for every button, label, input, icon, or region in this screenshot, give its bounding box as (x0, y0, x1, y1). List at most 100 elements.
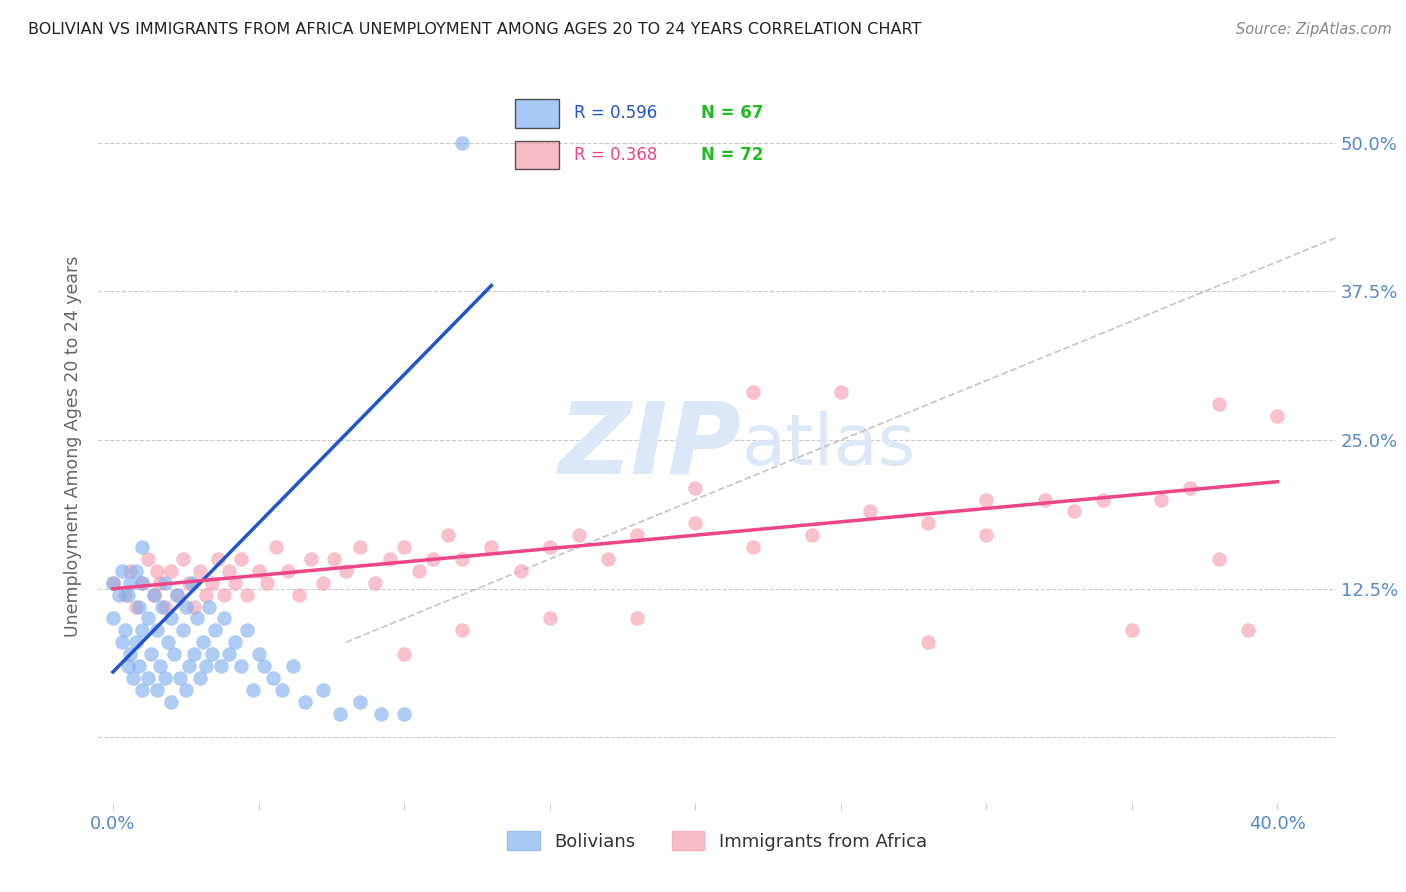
Point (538, 540, 561, 554)
Point (177, 575, 200, 590)
Point (101, 575, 124, 590)
Point (128, 599, 150, 614)
Point (859, 504, 882, 518)
Point (451, 624, 474, 638)
Point (131, 624, 153, 638)
Point (311, 575, 333, 590)
Point (335, 564, 357, 578)
Point (131, 575, 153, 590)
Point (177, 659, 200, 673)
Point (155, 671, 177, 685)
Point (188, 671, 211, 685)
Point (422, 552, 444, 566)
Point (152, 599, 174, 614)
Point (122, 671, 145, 685)
Point (917, 516, 939, 531)
Point (392, 706, 415, 721)
Point (117, 588, 139, 602)
Point (1267, 409, 1289, 424)
Point (145, 682, 167, 697)
Point (120, 575, 142, 590)
Point (125, 635, 148, 649)
Point (370, 706, 392, 721)
Point (247, 564, 270, 578)
Point (101, 611, 124, 625)
Point (299, 552, 322, 566)
Point (742, 540, 765, 554)
Point (125, 599, 148, 614)
Point (128, 659, 150, 673)
Point (148, 575, 170, 590)
FancyBboxPatch shape (516, 141, 558, 169)
Point (349, 695, 371, 709)
Point (183, 647, 205, 661)
Point (683, 481, 706, 495)
Point (204, 624, 226, 638)
Point (142, 588, 165, 602)
Point (596, 552, 619, 566)
Point (188, 564, 211, 578)
Point (976, 492, 998, 507)
Text: atlas: atlas (742, 411, 917, 481)
Text: ZIP: ZIP (558, 398, 742, 494)
Point (1178, 481, 1201, 495)
Point (378, 552, 401, 566)
Point (1208, 397, 1230, 411)
Text: N = 72: N = 72 (702, 146, 763, 164)
Y-axis label: Unemployment Among Ages 20 to 24 years: Unemployment Among Ages 20 to 24 years (65, 255, 83, 637)
Point (253, 659, 276, 673)
Point (917, 635, 939, 649)
Point (436, 528, 458, 542)
Point (114, 624, 136, 638)
Point (136, 552, 159, 566)
Point (294, 695, 316, 709)
Point (198, 599, 221, 614)
Point (288, 588, 311, 602)
Point (236, 588, 259, 602)
Point (626, 528, 648, 542)
Point (1208, 552, 1230, 566)
Point (242, 682, 264, 697)
Point (392, 647, 415, 661)
Point (160, 695, 183, 709)
Point (114, 588, 136, 602)
Point (201, 647, 224, 661)
Point (207, 552, 229, 566)
Point (283, 659, 305, 673)
Point (169, 671, 191, 685)
Point (120, 647, 142, 661)
Point (451, 136, 474, 150)
Point (270, 682, 292, 697)
Point (218, 564, 240, 578)
Text: BOLIVIAN VS IMMIGRANTS FROM AFRICA UNEMPLOYMENT AMONG AGES 20 TO 24 YEARS CORREL: BOLIVIAN VS IMMIGRANTS FROM AFRICA UNEMP… (28, 22, 921, 37)
Point (193, 635, 215, 649)
Point (349, 540, 371, 554)
Point (201, 575, 224, 590)
Point (212, 588, 235, 602)
Point (1237, 624, 1260, 638)
Point (229, 552, 252, 566)
Point (1033, 492, 1056, 507)
Point (277, 564, 299, 578)
Point (1150, 492, 1173, 507)
Text: R = 0.596: R = 0.596 (574, 104, 658, 122)
Point (976, 528, 998, 542)
Point (509, 564, 531, 578)
Point (626, 611, 648, 625)
Point (256, 575, 278, 590)
Text: Source: ZipAtlas.com: Source: ZipAtlas.com (1236, 22, 1392, 37)
FancyBboxPatch shape (516, 99, 558, 128)
Point (229, 659, 252, 673)
Point (1121, 624, 1143, 638)
Point (209, 659, 232, 673)
Point (174, 682, 197, 697)
Point (120, 564, 142, 578)
Point (136, 611, 159, 625)
Point (218, 647, 240, 661)
Point (364, 575, 387, 590)
Point (157, 635, 180, 649)
Point (125, 564, 148, 578)
Point (160, 564, 183, 578)
Point (264, 540, 287, 554)
Point (262, 671, 284, 685)
